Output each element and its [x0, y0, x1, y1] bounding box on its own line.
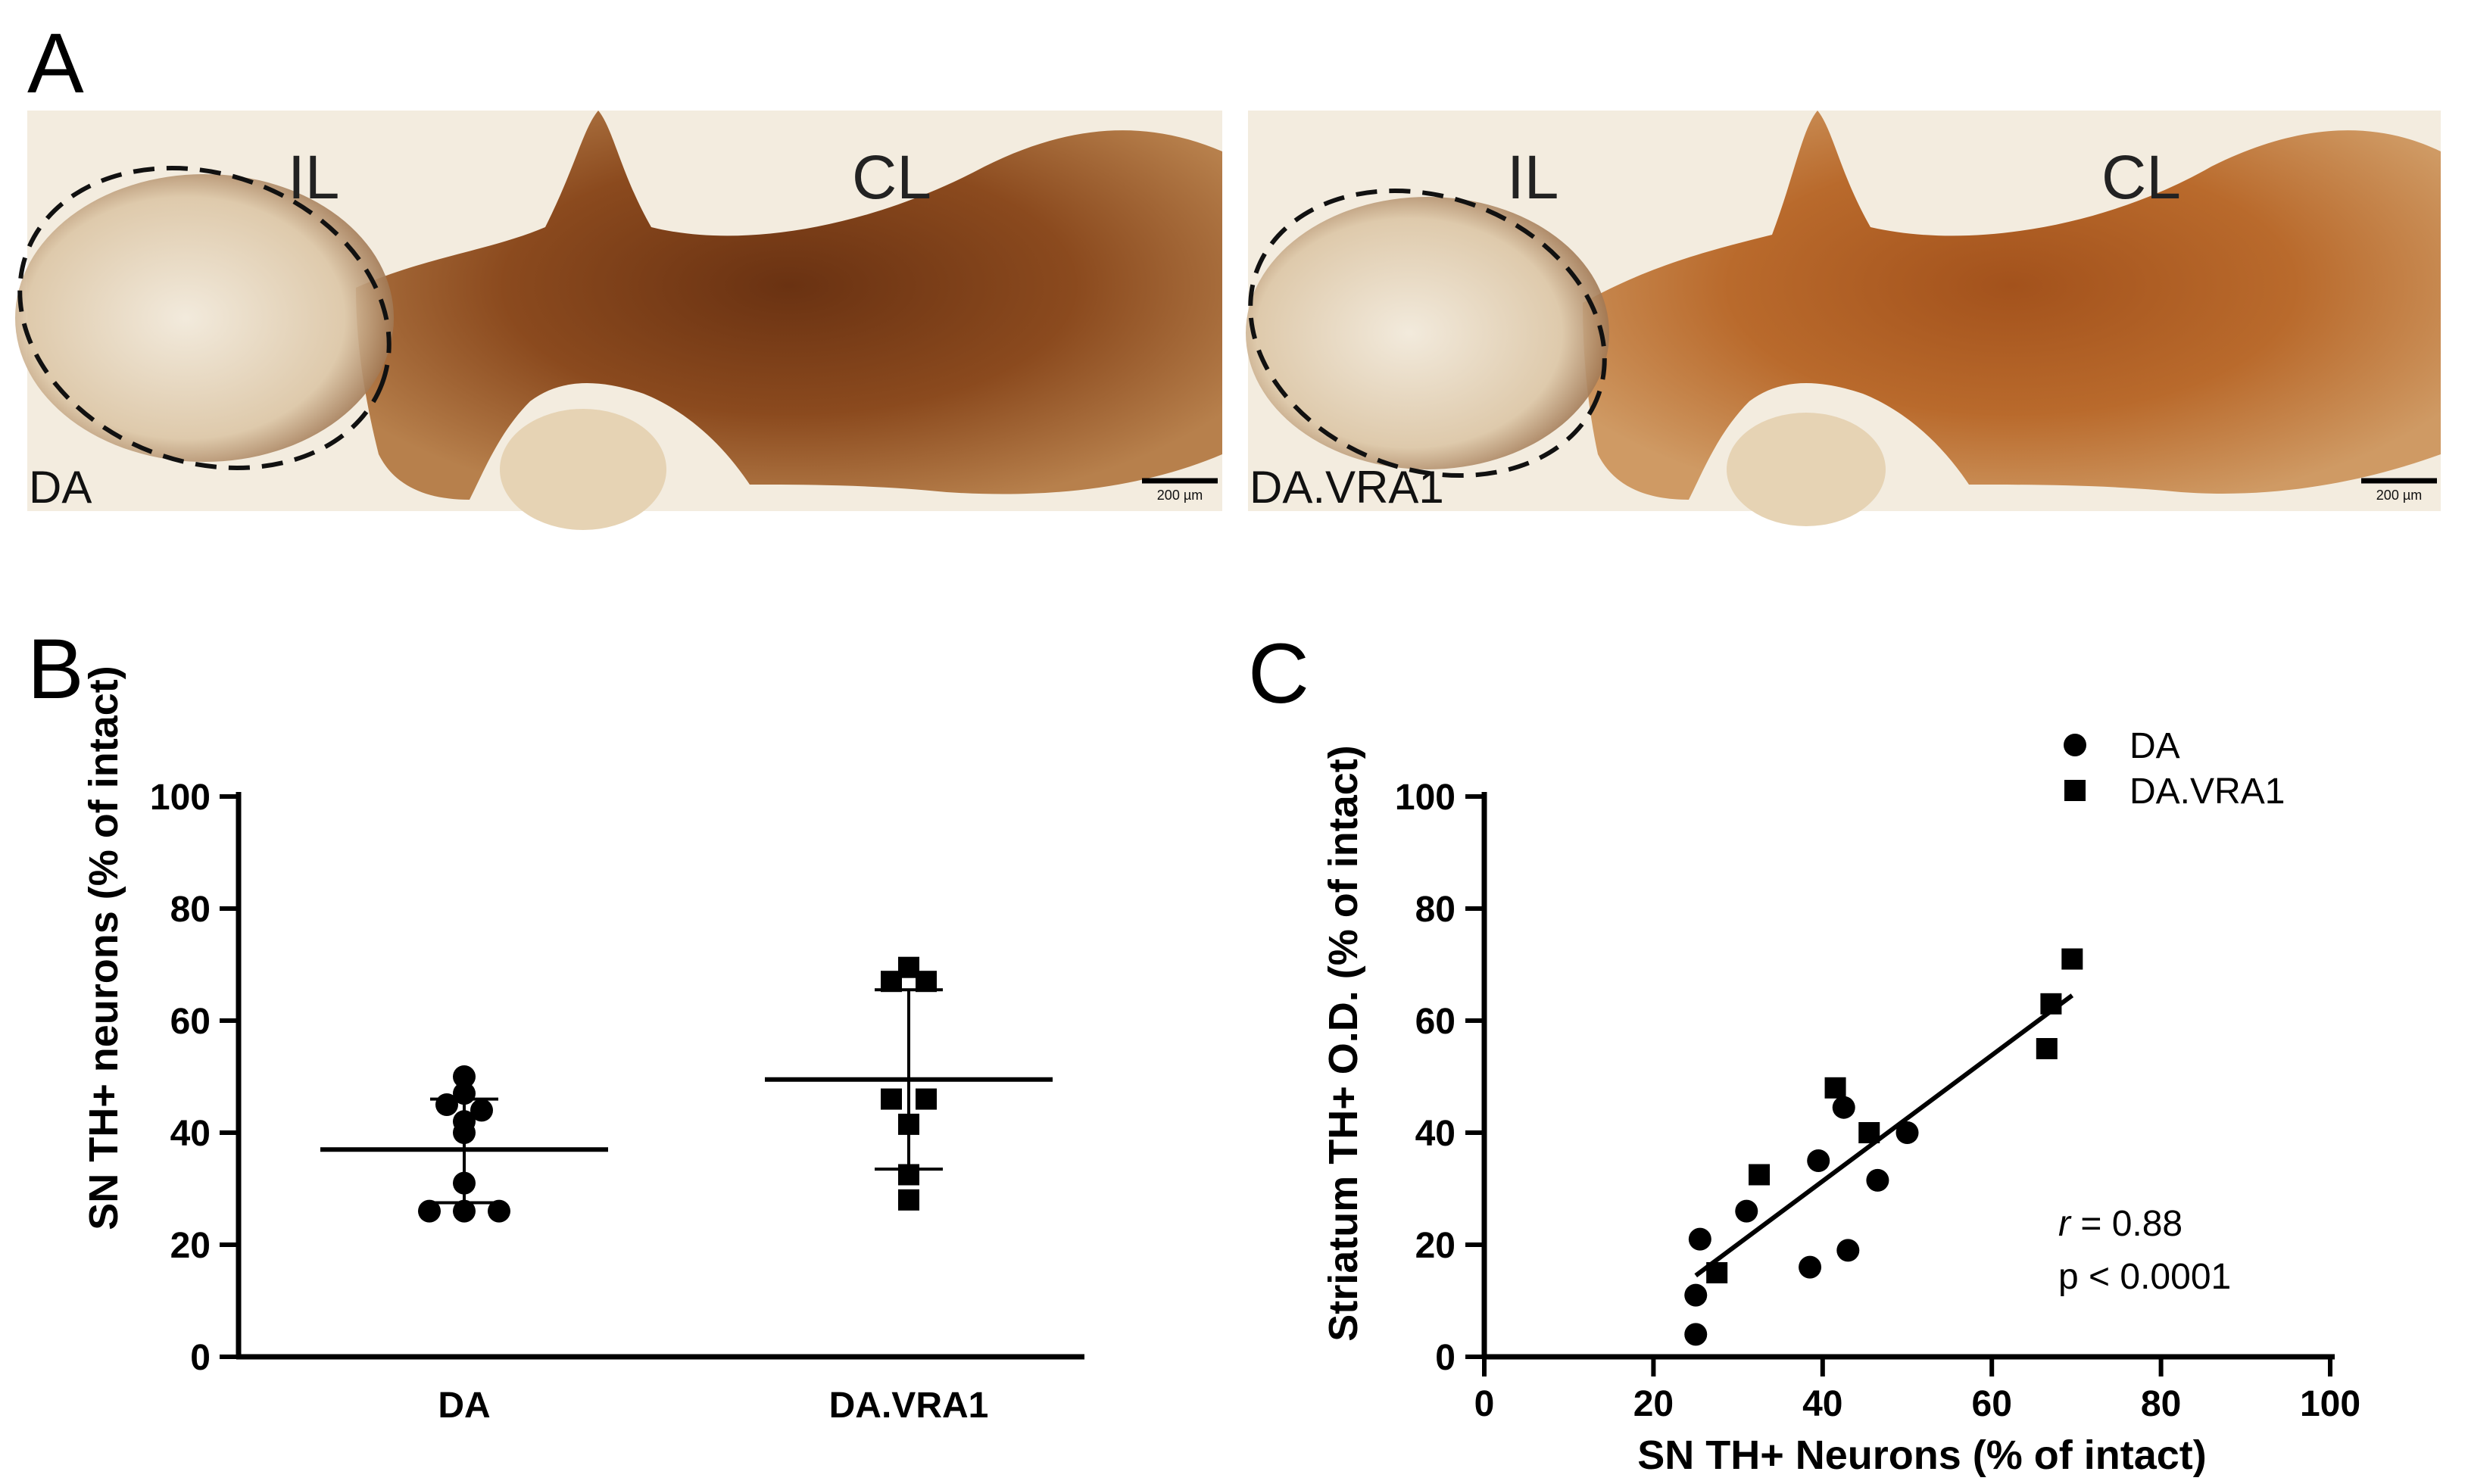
panel-b-y-axis-label: SN TH+ neurons (% of intact)	[81, 666, 126, 1230]
panel-c-y-tick-label: 0	[1435, 1338, 1456, 1378]
micrograph-da-lesion-outline	[17, 166, 392, 470]
panel-c-y-axis-label: Striatum TH+ O.D. (% of intact)	[1321, 745, 1366, 1342]
panel-c-point-da	[1836, 1239, 1860, 1262]
panel-c-x-tick-label: 100	[2300, 1384, 2360, 1424]
panel-c-marks	[1684, 948, 2083, 1346]
micrograph-da-vra1-region-il: IL	[1507, 143, 1558, 212]
panel-b-category-label: DA.VRA1	[829, 1386, 989, 1426]
panel-c-point-da	[1866, 1168, 1889, 1192]
panel-c-x-tick-label: 60	[1972, 1384, 2012, 1424]
legend-label-da-vra1: DA.VRA1	[2129, 772, 2285, 812]
panel-b-point-da	[453, 1199, 476, 1223]
panel-c-point-da-vra1	[1706, 1262, 1728, 1283]
panel-c-x-ticks: 0 20 40 60 80 100	[1474, 1357, 2360, 1424]
micrograph-da-scale-label: 200 µm	[1157, 488, 1203, 503]
panel-c-y-ticks: 0 20 40 60 80 100	[1395, 778, 1484, 1378]
panel-c-regression-line	[1694, 993, 2074, 1278]
panel-c-y-tick-label: 40	[1415, 1114, 1456, 1154]
panel-c-point-da-vra1	[2040, 993, 2062, 1015]
panel-c-r-symbol: r	[2058, 1204, 2072, 1244]
micrograph-da-vra1-region-cl: CL	[2101, 143, 2181, 212]
panel-c-point-da-vra1	[2036, 1038, 2058, 1059]
micrograph-da-region-il: IL	[288, 143, 339, 212]
panel-a: A IL CL DA 200 µm IL CL DA	[15, 16, 2441, 530]
panel-b-point-da	[453, 1065, 476, 1088]
micrograph-da-lesion-area	[15, 174, 394, 462]
panel-b-point-da-vra1	[881, 1088, 902, 1110]
panel-b-y-tick-label: 0	[190, 1338, 211, 1378]
panel-c-point-da	[1684, 1323, 1708, 1346]
panel-c-x-tick-label: 40	[1802, 1384, 1842, 1424]
micrograph-da-vra1-lesion-area	[1246, 197, 1609, 469]
panel-c-r-text: = 0.88	[2070, 1204, 2183, 1244]
panel-c-point-da	[1832, 1096, 1855, 1119]
micrograph-da-corner-label: DA	[29, 462, 92, 513]
panel-c-p-value: p < 0.0001	[2058, 1257, 2231, 1297]
panel-c-point-da	[1688, 1227, 1711, 1251]
panel-c-point-da	[1799, 1255, 1822, 1279]
panel-b-point-da-vra1	[916, 1088, 937, 1110]
legend-marker-da-vra1	[2064, 780, 2086, 801]
panel-a-letter: A	[27, 16, 84, 111]
panel-c-x-tick-label: 0	[1474, 1384, 1495, 1424]
panel-c-y-tick-label: 80	[1415, 890, 1456, 930]
panel-b-point-da	[435, 1093, 458, 1116]
micrograph-da: IL CL DA 200 µm	[15, 111, 1222, 530]
panel-b-y-ticks: 0 20 40 60 80 100	[150, 778, 239, 1378]
panel-c-point-da-vra1	[1824, 1077, 1846, 1099]
panel-b-point-da	[418, 1199, 441, 1223]
panel-c-r-value: r = 0.88	[2058, 1204, 2183, 1244]
panel-b-point-da	[470, 1099, 493, 1122]
panel-c-point-da	[1684, 1283, 1708, 1307]
panel-b-marks	[320, 956, 1053, 1223]
panel-c-y-tick-label: 20	[1415, 1226, 1456, 1266]
panel-b-point-da-vra1	[898, 1189, 919, 1211]
micrograph-da-vra1-stain-intact	[1583, 111, 2441, 500]
panel-b: B SN TH+ neurons (% of intact) 0 20 40 60 80…	[27, 622, 1084, 1426]
panel-c-y-tick-label: 60	[1415, 1002, 1456, 1042]
micrograph-da-stain-intact	[356, 111, 1222, 500]
micrograph-da-vra1: IL CL DA.VRA1 200 µm	[1246, 111, 2441, 526]
panel-b-letter: B	[27, 622, 84, 716]
panel-c-legend: DA DA.VRA1	[2064, 726, 2285, 812]
micrograph-da-vra1-corner-label: DA.VRA1	[1250, 462, 1444, 513]
panel-c-point-da	[1807, 1149, 1830, 1172]
panel-c-point-da	[1895, 1121, 1919, 1144]
panel-b-y-tick-label: 20	[170, 1226, 211, 1266]
panel-c-x-tick-label: 80	[2141, 1384, 2181, 1424]
micrograph-da-vra1-midline-structure	[1727, 413, 1886, 526]
legend-marker-da	[2064, 734, 2086, 756]
panel-b-point-da	[488, 1199, 510, 1223]
panel-c: C Striatum TH+ O.D. (% of intact) SN TH+…	[1248, 626, 2360, 1478]
legend-label-da: DA	[2129, 726, 2180, 766]
panel-c-letter: C	[1248, 626, 1309, 721]
panel-b-y-tick-label: 40	[170, 1114, 211, 1154]
micrograph-da-vra1-lesion-outline	[1248, 188, 1607, 479]
panel-c-point-da-vra1	[1749, 1164, 1771, 1186]
panel-c-x-axis-label: SN TH+ Neurons (% of intact)	[1637, 1433, 2207, 1478]
micrograph-da-midline-structure	[500, 409, 666, 530]
panel-c-x-tick-label: 20	[1633, 1384, 1674, 1424]
panel-b-category-label: DA	[438, 1386, 490, 1426]
panel-c-point-da	[1735, 1199, 1758, 1223]
micrograph-da-vra1-scale-label: 200 µm	[2376, 488, 2422, 503]
panel-b-y-tick-label: 100	[150, 778, 211, 818]
panel-c-point-da-vra1	[2061, 948, 2083, 970]
panel-c-point-da-vra1	[1858, 1122, 1880, 1143]
panel-c-y-tick-label: 100	[1395, 778, 1456, 818]
panel-b-y-tick-label: 80	[170, 890, 211, 930]
panel-b-y-tick-label: 60	[170, 1002, 211, 1042]
micrograph-da-region-cl: CL	[852, 143, 931, 212]
